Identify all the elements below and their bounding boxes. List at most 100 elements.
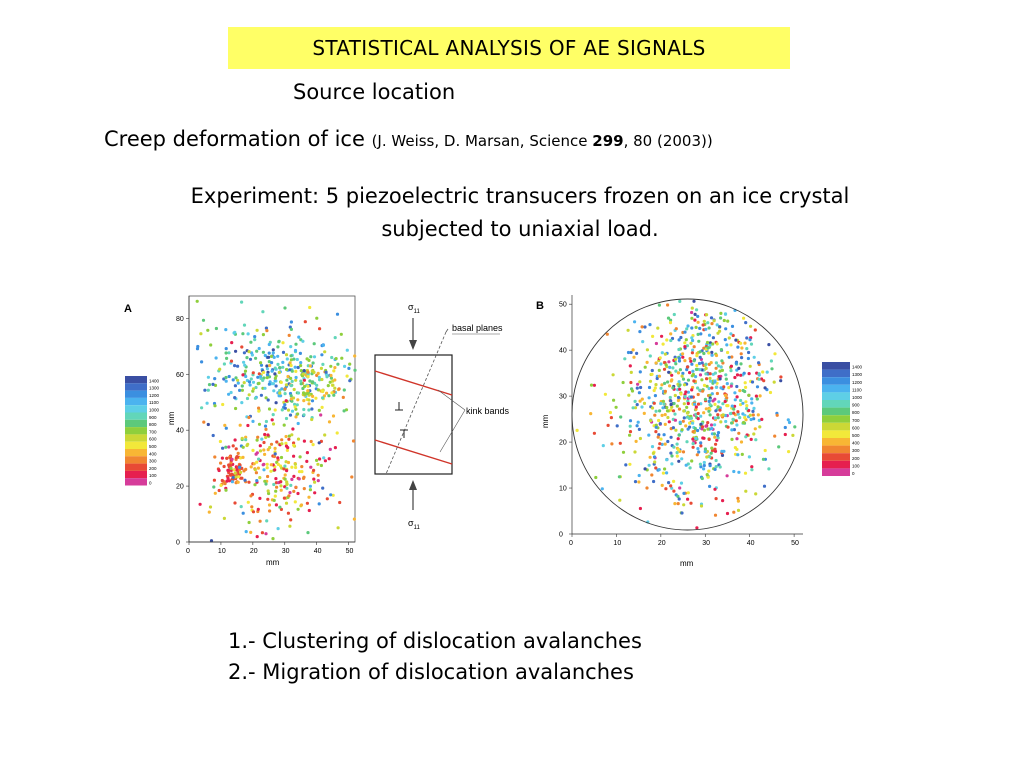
scatter-point <box>710 350 714 354</box>
scatter-point <box>676 494 680 498</box>
scatter-point <box>672 401 676 406</box>
scatter-point <box>709 379 713 383</box>
scatter-point <box>266 497 270 501</box>
scatter-point <box>243 363 247 367</box>
scatter-point <box>264 532 268 536</box>
scatter-point <box>315 383 319 387</box>
scatter-point <box>294 369 298 373</box>
scatter-point <box>727 355 731 359</box>
scatter-point <box>633 406 638 410</box>
scatter-point <box>696 417 700 421</box>
scatter-point <box>715 391 720 396</box>
scatter-point <box>685 368 689 372</box>
scatter-point <box>743 341 747 345</box>
scatter-point <box>312 370 316 374</box>
scatter-point <box>285 448 289 452</box>
scatter-point <box>707 399 711 403</box>
scatter-point <box>226 468 230 472</box>
scatter-point <box>722 385 726 389</box>
scatter-point <box>677 356 682 360</box>
scatter-point <box>676 395 681 400</box>
scatter-point <box>681 419 685 423</box>
scatter-point <box>241 373 245 377</box>
scatter-point <box>669 451 673 455</box>
scatter-point <box>716 364 721 368</box>
scatter-point <box>285 367 289 372</box>
scatter-point <box>701 389 705 393</box>
scatter-point <box>708 376 712 380</box>
scatter-point <box>661 342 665 346</box>
scatter-point <box>293 365 297 369</box>
scatter-point <box>688 371 692 375</box>
scatter-point <box>296 398 300 402</box>
scatter-point <box>727 336 731 340</box>
scatter-point <box>662 367 667 371</box>
scatter-point <box>316 479 320 483</box>
scatter-point <box>224 351 228 355</box>
scatter-point <box>675 451 679 455</box>
colorbar-cell <box>125 434 147 442</box>
scatter-point <box>705 340 710 345</box>
scatter-point <box>713 371 718 375</box>
scatter-point <box>743 416 747 420</box>
scatter-point <box>268 509 272 513</box>
scatter-point <box>657 418 661 423</box>
scatter-point <box>669 332 673 336</box>
scatter-point <box>290 477 294 481</box>
scatter-point <box>342 409 346 413</box>
scatter-point <box>299 379 303 383</box>
scatter-point <box>255 535 259 539</box>
scatter-point <box>707 409 711 413</box>
scatter-point <box>261 378 265 382</box>
scatter-point <box>744 385 748 389</box>
experiment-description: Experiment: 5 piezoelectric transucers f… <box>90 180 950 246</box>
scatter-point <box>747 455 752 459</box>
scatter-point <box>247 415 251 420</box>
scatter-point <box>302 399 306 403</box>
scatter-point <box>207 383 212 387</box>
kink-band-lower <box>374 439 453 465</box>
scatter-point <box>276 362 280 366</box>
scatter-point <box>786 418 790 422</box>
scatter-point <box>714 409 718 413</box>
scatter-point <box>232 468 236 472</box>
scatter-point <box>296 421 300 426</box>
basal-planes-label: basal planes <box>452 323 503 333</box>
scatter-point <box>673 412 677 416</box>
scatter-point <box>321 486 325 490</box>
colorbar-tick-label: 600 <box>852 425 860 430</box>
scatter-point <box>207 510 211 514</box>
colorbar-tick-label: 900 <box>852 403 860 408</box>
scatter-point <box>716 413 720 417</box>
scatter-point <box>265 367 269 371</box>
scatter-point <box>307 402 311 406</box>
scatter-point <box>698 388 702 392</box>
scatter-point <box>320 405 324 409</box>
scatter-point <box>752 432 756 436</box>
scatter-point <box>240 388 244 392</box>
scatter-point <box>652 401 656 405</box>
scatter-point <box>330 355 334 360</box>
scatter-point <box>690 336 694 340</box>
scatter-point <box>654 341 659 346</box>
scatter-point <box>726 404 730 408</box>
scatter-point <box>736 453 740 457</box>
scatter-point <box>705 313 709 317</box>
scatter-point <box>694 325 698 329</box>
scatter-point <box>306 389 310 393</box>
scatter-point <box>319 366 323 370</box>
scatter-point <box>654 361 658 365</box>
panel-a: A 14001300120011001000900800700600500400… <box>124 295 357 567</box>
scatter-point <box>214 356 218 360</box>
scatter-point <box>720 453 725 457</box>
colorbar-tick-label: 600 <box>149 437 157 442</box>
scatter-point <box>757 372 761 376</box>
scatter-point <box>695 526 699 530</box>
scatter-point <box>787 450 791 454</box>
scatter-point <box>690 351 695 355</box>
colorbar-cell <box>822 468 850 476</box>
scatter-point <box>302 391 306 395</box>
scatter-point <box>675 404 679 408</box>
scatter-point <box>697 450 701 454</box>
scatter-point <box>775 413 779 417</box>
